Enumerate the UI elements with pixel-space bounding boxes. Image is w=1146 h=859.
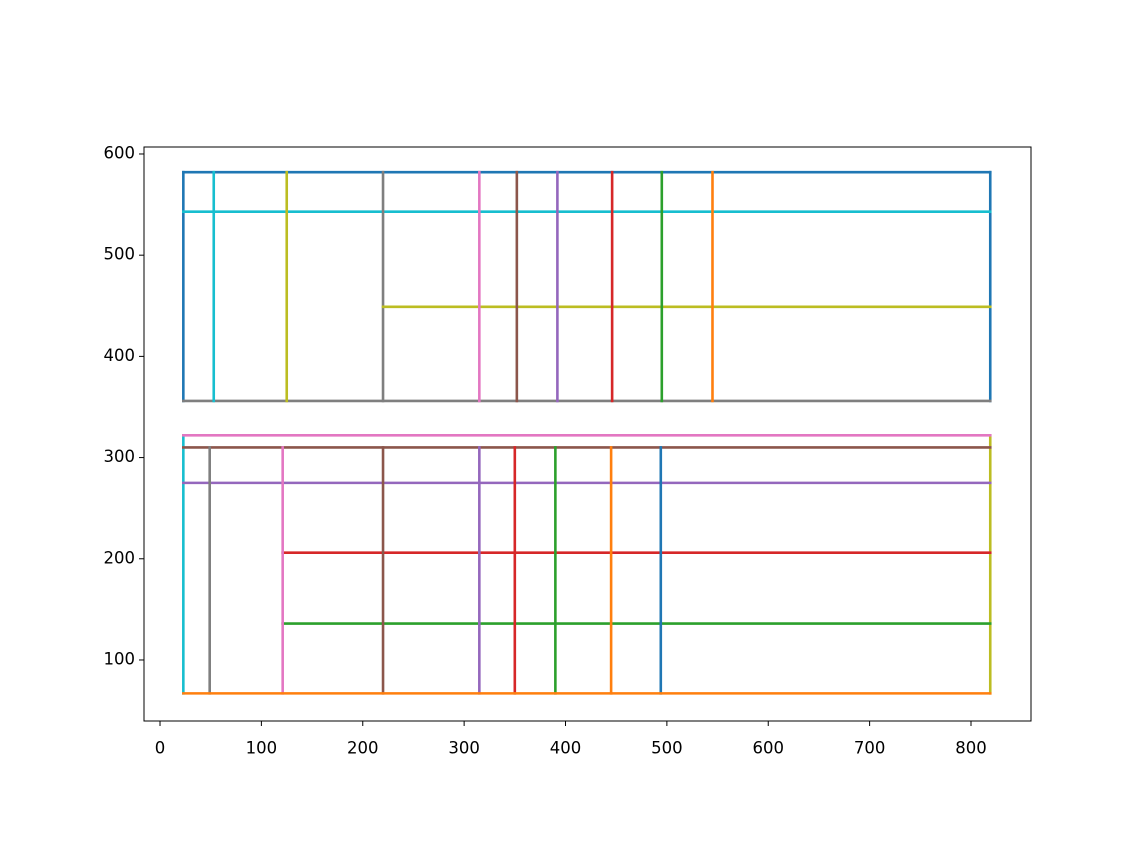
y-tick-label: 600 — [104, 143, 136, 162]
y-tick-label: 400 — [104, 346, 136, 365]
x-tick-label: 100 — [246, 739, 278, 758]
x-tick-label: 700 — [854, 739, 886, 758]
x-tick-label: 200 — [347, 739, 379, 758]
x-tick-label: 300 — [448, 739, 480, 758]
x-tick-label: 600 — [752, 739, 784, 758]
x-tick-label: 800 — [955, 739, 987, 758]
x-tick-label: 400 — [550, 739, 582, 758]
y-tick-label: 200 — [104, 548, 136, 567]
y-tick-label: 500 — [104, 245, 136, 264]
plot-frame — [143, 146, 1032, 722]
x-tick-label: 500 — [651, 739, 683, 758]
x-tick-label: 0 — [155, 739, 166, 758]
y-tick-label: 300 — [104, 447, 136, 466]
y-tick-label: 100 — [104, 649, 136, 668]
